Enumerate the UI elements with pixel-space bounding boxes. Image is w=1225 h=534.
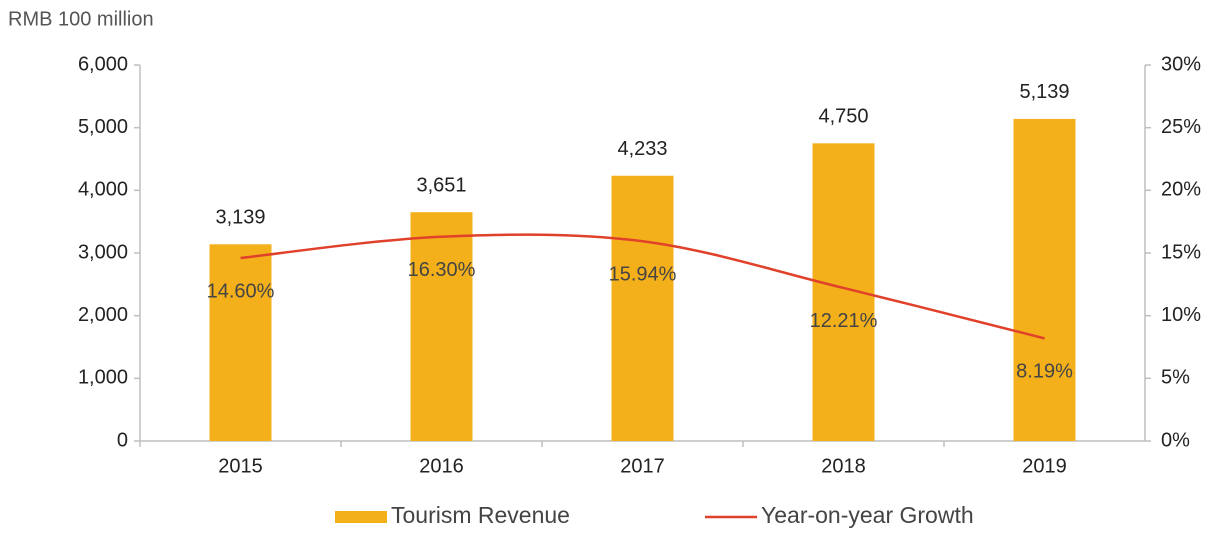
x-tick-label: 2018 xyxy=(821,455,866,477)
bar xyxy=(209,244,272,441)
y2-tick-label: 25% xyxy=(1161,116,1201,138)
y-tick-label: 1,000 xyxy=(78,367,128,389)
line-value-label: 15.94% xyxy=(609,263,677,285)
y2-tick-label: 30% xyxy=(1161,53,1201,75)
y-tick-label: 5,000 xyxy=(78,116,128,138)
bar xyxy=(410,212,473,441)
bar-value-label: 4,233 xyxy=(617,138,667,160)
line-value-label: 12.21% xyxy=(810,310,878,332)
y2-tick-label: 10% xyxy=(1161,304,1201,326)
x-tick-label: 2015 xyxy=(218,455,263,477)
y2-tick-label: 20% xyxy=(1161,179,1201,201)
y-tick-label: 3,000 xyxy=(78,241,128,263)
y2-tick-label: 15% xyxy=(1161,241,1201,263)
legend-label: Tourism Revenue xyxy=(391,502,570,528)
x-tick-label: 2017 xyxy=(620,455,665,477)
y2-tick-label: 5% xyxy=(1161,367,1190,389)
bar-value-label: 3,651 xyxy=(416,174,466,196)
y2-tick-label: 0% xyxy=(1161,429,1190,451)
bar xyxy=(1013,118,1076,442)
x-tick-label: 2016 xyxy=(419,455,464,477)
y-tick-label: 0 xyxy=(117,429,128,451)
legend-swatch xyxy=(335,511,387,523)
line-value-label: 16.30% xyxy=(408,259,476,281)
growth-line xyxy=(240,233,1045,340)
bar-value-label: 4,750 xyxy=(818,106,868,128)
bar xyxy=(611,175,674,441)
x-tick-label: 2019 xyxy=(1022,455,1067,477)
y-tick-label: 2,000 xyxy=(78,304,128,326)
line-value-label: 8.19% xyxy=(1016,361,1073,383)
legend-label: Year-on-year Growth xyxy=(761,502,974,528)
bar-value-label: 5,139 xyxy=(1019,81,1069,103)
y-axis-label: RMB 100 million xyxy=(8,8,154,30)
bar-value-label: 3,139 xyxy=(215,207,265,229)
y-tick-label: 6,000 xyxy=(78,53,128,75)
line-value-label: 14.60% xyxy=(207,280,275,302)
y-tick-label: 4,000 xyxy=(78,179,128,201)
